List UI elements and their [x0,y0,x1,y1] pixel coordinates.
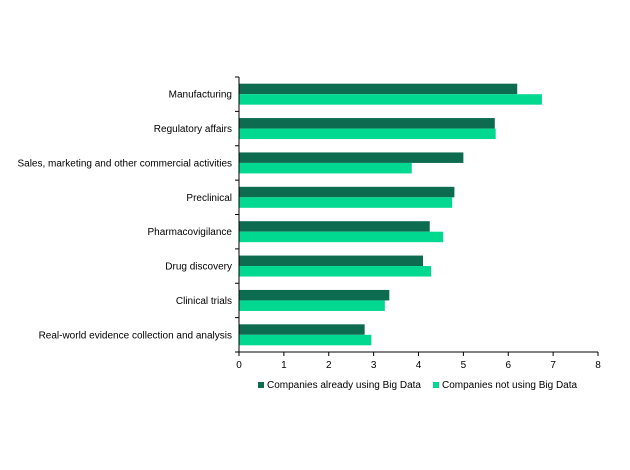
legend-swatch-2 [433,382,439,388]
category-label-2: Regulatory affairs [154,124,232,135]
x-tick-label-0: 0 [236,360,242,371]
x-tick-labels-group: 0 1 2 3 4 5 6 7 8 [236,360,601,371]
x-tick-label-4: 4 [416,360,422,371]
x-tick-label-1: 1 [281,360,287,371]
legend-label-1: Companies already using Big Data [267,380,421,391]
category-label-3: Sales, marketing and other commercial ac… [17,158,232,169]
category-label-8: Real-world evidence collection and analy… [39,330,232,341]
bar-series1-3 [239,152,464,163]
category-label-7: Clinical trials [176,296,232,307]
bar-series2-7 [239,300,385,311]
x-tick-label-3: 3 [371,360,377,371]
x-tick-label-7: 7 [550,360,556,371]
category-label-5: Pharmacovigilance [148,227,233,238]
bar-series2-2 [239,128,496,140]
category-label-6: Drug discovery [165,262,232,273]
x-tick-label-8: 8 [595,360,601,371]
x-tick-label-2: 2 [326,360,332,371]
bar-series2-4 [239,197,453,208]
legend-label-2: Companies not using Big Data [442,380,578,391]
x-tick-label-5: 5 [461,360,467,371]
axes-group [235,76,599,356]
category-label-1: Manufacturing [169,90,232,101]
bar-series1-8 [239,324,365,335]
category-label-4: Preclinical [186,193,232,204]
bar-series1-4 [239,186,455,198]
legend-swatch-1 [258,382,264,388]
bar-series2-3 [239,162,412,174]
legend: Companies already using Big Data Companie… [258,380,578,391]
category-labels-group: Manufacturing Regulatory affairs Sales, ma… [17,90,232,342]
bar-series1-2 [239,118,495,129]
x-tick-label-6: 6 [505,360,511,371]
bar-series1-7 [239,289,390,301]
bar-series2-1 [239,94,542,105]
bar-series2-8 [239,334,372,346]
bars-group [239,83,542,346]
bar-series1-5 [239,221,430,232]
bar-series1-6 [239,255,423,267]
bar-series1-1 [239,83,518,95]
bar-series2-6 [239,266,432,277]
bar-series2-5 [239,231,444,243]
